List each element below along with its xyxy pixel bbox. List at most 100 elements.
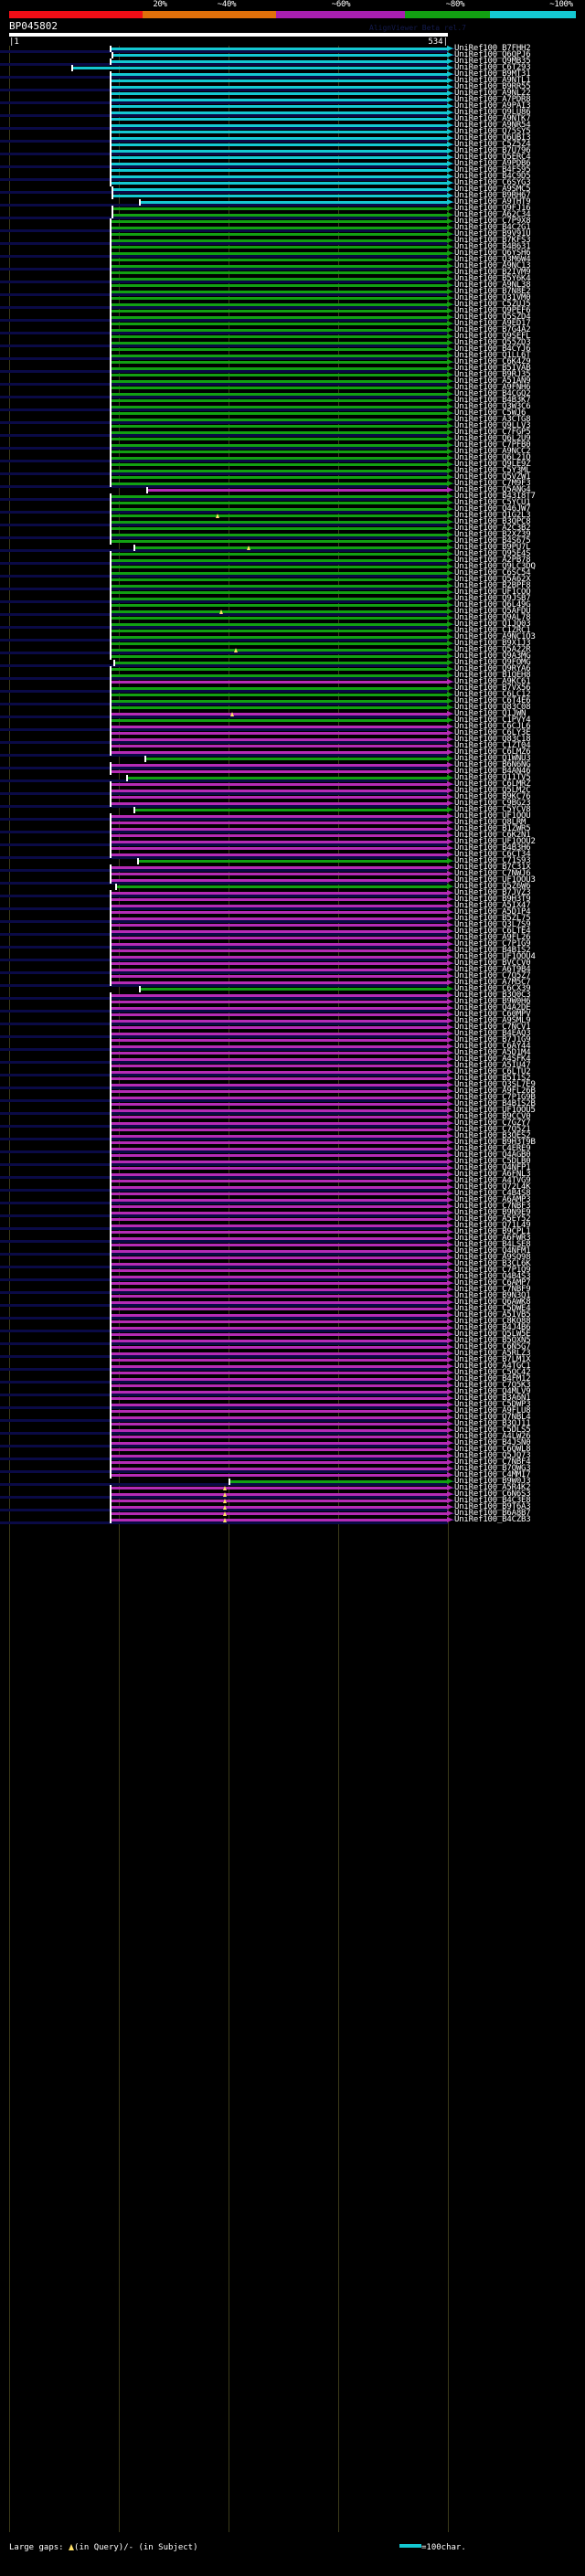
alignment-row[interactable]: UniRef100_B7VX56 (0, 684, 585, 693)
alignment-row[interactable]: UniRef100_Q5JQ73 (0, 1451, 585, 1460)
alignment-row[interactable]: UniRef100_B4FS95 (0, 165, 585, 175)
hit-label[interactable]: UniRef100_A5D1M4 (454, 1048, 531, 1057)
hit-label[interactable]: UniRef100_A9PAI3 (454, 101, 531, 111)
alignment-row[interactable]: UniRef100_Q9JSB7 (0, 594, 585, 603)
alignment-row[interactable]: UniRef100_Q1JQ03 (0, 620, 585, 629)
alignment-bar[interactable] (110, 1141, 448, 1144)
alignment-bar[interactable] (110, 374, 448, 376)
alignment-row[interactable]: UniRef100_B9CCV0 (0, 1112, 585, 1121)
hit-label[interactable]: UniRef100_C6LY3E (454, 728, 531, 737)
alignment-bar[interactable] (110, 1519, 448, 1521)
alignment-bar[interactable] (110, 1231, 448, 1234)
hit-label[interactable]: UniRef100_A7M5C7 (454, 978, 531, 987)
alignment-bar[interactable] (110, 642, 448, 645)
alignment-bar[interactable] (110, 124, 448, 127)
alignment-bar[interactable] (110, 438, 448, 440)
alignment-row[interactable]: UniRef100_A7PDR8 (0, 95, 585, 104)
hit-label[interactable]: UniRef100_Q75SY5 (454, 127, 531, 136)
alignment-bar[interactable] (110, 751, 448, 754)
alignment-row[interactable]: UniRef100_B6A8B7 (0, 1509, 585, 1518)
alignment-bar[interactable] (110, 1314, 448, 1317)
alignment-row[interactable]: UniRef100_B4AN46 (0, 767, 585, 776)
hit-label[interactable]: UniRef100_A62C34 (454, 210, 531, 219)
alignment-bar[interactable] (133, 809, 448, 811)
alignment-bar[interactable] (146, 489, 448, 492)
hit-label[interactable]: UniRef100_A5D1P4 (454, 907, 531, 917)
alignment-bar[interactable] (110, 553, 448, 556)
alignment-bar[interactable] (110, 329, 448, 332)
alignment-bar[interactable] (110, 1244, 448, 1246)
alignment-bar[interactable] (110, 1461, 448, 1464)
hit-label[interactable]: UniRef100_C6LMRZ (454, 779, 531, 789)
hit-label[interactable]: UniRef100_Q83C18 (454, 735, 531, 744)
alignment-bar[interactable] (110, 271, 448, 274)
alignment-row[interactable]: UniRef100_Q6L21O (0, 453, 585, 462)
alignment-bar[interactable] (110, 86, 448, 89)
alignment-row[interactable]: UniRef100_C5DLS5 (0, 1426, 585, 1435)
alignment-bar[interactable] (71, 67, 448, 69)
alignment-bar[interactable] (110, 540, 448, 543)
alignment-row[interactable]: UniRef100_C5DWE4 (0, 1304, 585, 1313)
hit-label[interactable]: UniRef100_Q5ERC4 (454, 153, 531, 162)
hit-label[interactable]: UniRef100_B3A6N1 (454, 1394, 531, 1403)
alignment-bar[interactable] (110, 1026, 448, 1029)
alignment-row[interactable]: UniRef100_A6FWR3 (0, 1234, 585, 1243)
alignment-bar[interactable] (110, 790, 448, 792)
hit-label[interactable]: UniRef100_C6LTE4 (454, 927, 531, 936)
hit-label[interactable]: UniRef100_A3CTG8 (454, 415, 531, 424)
alignment-row[interactable]: UniRef100_B4CGQ2 (0, 389, 585, 398)
alignment-row[interactable]: UniRef100_B4LSE8 (0, 1240, 585, 1249)
hit-label[interactable]: UniRef100_B3QJ11 (454, 1419, 531, 1428)
alignment-row[interactable]: UniRef100_UF1OOU3 (0, 875, 585, 885)
hit-label[interactable]: UniRef100_C6AMP7 (454, 1278, 531, 1288)
hit-label[interactable]: UniRef100_Q8LRM (454, 818, 526, 827)
hit-label[interactable]: UniRef100_Q9FJ16 (454, 204, 531, 213)
hit-label[interactable]: UniRef100_Q4AGB0 (454, 1150, 531, 1160)
hit-label[interactable]: UniRef100_B9PU7L (454, 543, 531, 552)
alignment-bar[interactable] (110, 1135, 448, 1138)
hit-label[interactable]: UniRef100_A9THT9 (454, 197, 531, 207)
alignment-row[interactable]: UniRef100_Q83C18 (0, 735, 585, 744)
alignment-bar[interactable] (110, 1129, 448, 1131)
alignment-row[interactable]: UniRef100_Q5LW5E (0, 1330, 585, 1339)
hit-label[interactable]: UniRef100_C7Q5Z7 (454, 971, 531, 981)
alignment-bar[interactable] (110, 1288, 448, 1291)
alignment-row[interactable]: UniRef100_Q1JWN (0, 709, 585, 718)
alignment-row[interactable]: UniRef100_B5Y6K4 (0, 274, 585, 283)
alignment-row[interactable]: UniRef100_A5IX47 (0, 901, 585, 910)
hit-label[interactable]: UniRef100_A4TGC1 (454, 1362, 531, 1371)
alignment-row[interactable]: UniRef100_Q6L49G (0, 600, 585, 610)
hit-label[interactable]: UniRef100_B9W0H6 (454, 997, 531, 1006)
hit-label[interactable]: UniRef100_B7QWG3 (454, 1464, 531, 1473)
hit-label[interactable]: UniRef100_Q6AWK8 (454, 1298, 531, 1307)
alignment-bar[interactable] (110, 431, 448, 434)
hit-label[interactable]: UniRef100_UF1OOU3 (454, 875, 536, 885)
alignment-row[interactable]: UniRef100_B4JSN0 (0, 1438, 585, 1447)
alignment-row[interactable]: UniRef100_B9H3T9B (0, 1138, 585, 1147)
hit-label[interactable]: UniRef100_C6T4E6 (454, 696, 531, 705)
alignment-bar[interactable] (139, 988, 448, 991)
alignment-row[interactable]: UniRef100_B9RH67 (0, 191, 585, 200)
alignment-bar[interactable] (110, 1071, 448, 1074)
hit-label[interactable]: UniRef100_Q5VZW1 (454, 472, 531, 482)
alignment-bar[interactable] (110, 687, 448, 690)
hit-label[interactable]: UniRef100_C6N6S3 (454, 1489, 531, 1499)
alignment-bar[interactable] (112, 207, 448, 210)
hit-label[interactable]: UniRef100_BVCCV0 (454, 959, 531, 968)
alignment-row[interactable]: UniRef100_C8KQ88 (0, 1317, 585, 1326)
hit-label[interactable]: UniRef100_Q6L2U9 (454, 434, 531, 443)
hit-label[interactable]: UniRef100_C5DWE4 (454, 1304, 531, 1313)
hit-label[interactable]: UniRef100_B3QPC8 (454, 517, 531, 526)
alignment-bar[interactable] (110, 169, 448, 172)
alignment-bar[interactable] (110, 732, 448, 735)
alignment-bar[interactable] (110, 367, 448, 370)
hit-label[interactable]: UniRef100_A9SQ98 (454, 1253, 531, 1262)
hit-label[interactable]: UniRef100_B4CZB3 (454, 1515, 531, 1524)
alignment-bar[interactable] (110, 239, 448, 242)
hit-label[interactable]: UniRef100_B4B3K7 (454, 396, 531, 405)
alignment-bar[interactable] (110, 559, 448, 562)
hit-label[interactable]: UniRef100_Q4NFM1 (454, 1246, 531, 1256)
alignment-bar[interactable] (110, 143, 448, 146)
alignment-row[interactable]: UniRef100_A5RLZ3 (0, 1349, 585, 1358)
alignment-bar[interactable] (110, 252, 448, 255)
